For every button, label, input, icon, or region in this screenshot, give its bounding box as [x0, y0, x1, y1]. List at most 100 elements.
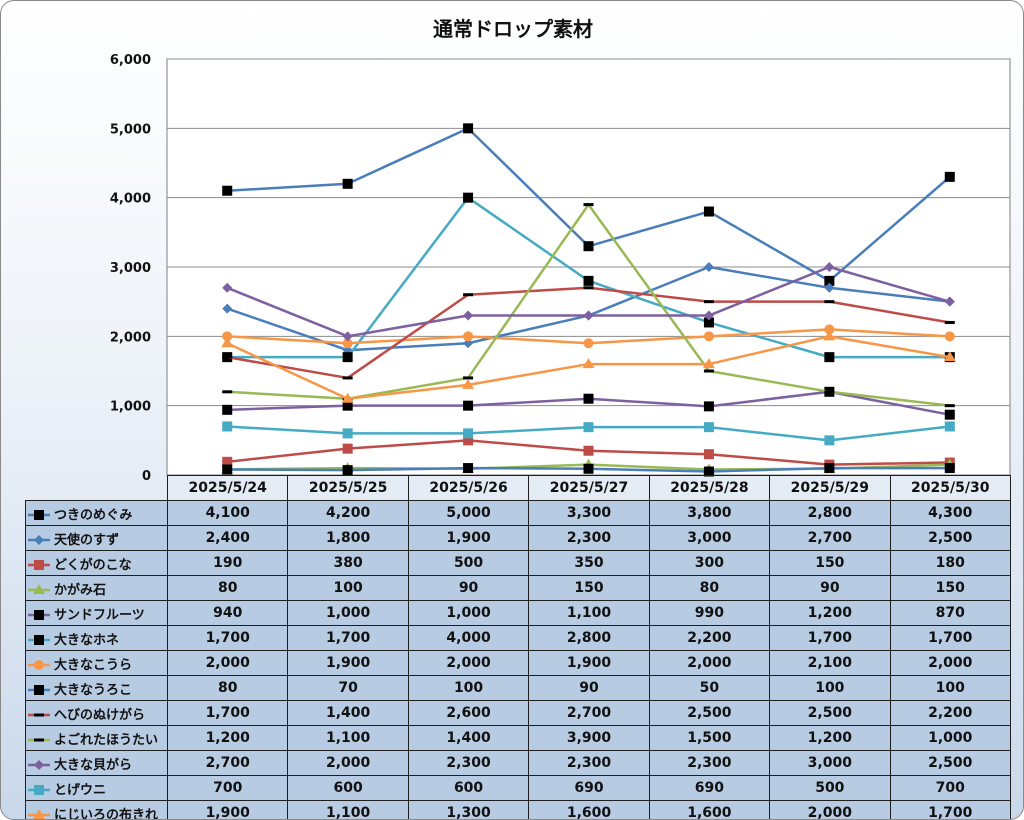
data-label: 90 — [407, 575, 530, 601]
table-row: 大きな貝がら 2,700 2,000 2,300 2,300 2,300 3,000 2,50… — [25, 750, 1011, 776]
data-point — [944, 404, 955, 408]
data-point — [34, 610, 44, 620]
data-label: 1,600 — [648, 800, 771, 819]
data-label: 1,400 — [407, 725, 530, 751]
data-label: 2,400 — [166, 525, 289, 551]
series-name: つきのめぐみ — [54, 507, 133, 523]
legend-key-icon — [28, 610, 50, 620]
data-point — [222, 421, 233, 432]
table-row: つきのめぐみ 4,100 4,200 5,000 3,300 3,800 2,800 4,30… — [25, 500, 1011, 526]
table-row: にじいろの布きれ 1,900 1,100 1,300 1,600 1,600 2,000 1,… — [25, 800, 1011, 819]
legend-key-icon — [28, 685, 50, 695]
data-label: 4,200 — [287, 500, 409, 526]
data-point — [703, 401, 714, 412]
data-point — [583, 203, 594, 207]
data-point — [34, 785, 44, 795]
data-label: 1,400 — [287, 700, 409, 726]
data-point — [34, 635, 44, 645]
data-label: 500 — [769, 775, 891, 801]
data-label: 2,800 — [528, 625, 650, 651]
data-point — [824, 275, 835, 286]
x-tick-label: 2025/5/27 — [528, 475, 650, 501]
data-point — [703, 317, 714, 328]
data-point — [342, 331, 353, 342]
data-label: 80 — [648, 575, 771, 601]
data-point — [944, 409, 955, 420]
series-name: かがみ石 — [54, 582, 107, 598]
data-point — [823, 330, 836, 341]
data-label: 1,700 — [769, 625, 891, 651]
data-point — [824, 352, 835, 363]
data-label: 4,000 — [407, 625, 530, 651]
data-point — [943, 351, 956, 362]
legend-key-icon — [28, 535, 50, 545]
table-row: 大きなうろこ 80 70 100 90 50 100 100 — [25, 675, 1011, 701]
data-point — [222, 282, 233, 293]
data-point — [463, 293, 474, 297]
data-point — [583, 463, 594, 474]
data-point — [463, 463, 474, 474]
data-label: 180 — [889, 550, 1011, 576]
data-label: 300 — [648, 550, 771, 576]
data-label: 150 — [528, 575, 650, 601]
legend-entry: よごれたほうたい — [25, 725, 168, 751]
data-point — [34, 713, 44, 717]
data-label: 100 — [889, 675, 1011, 701]
data-label: 2,600 — [407, 700, 530, 726]
table-row: かがみ石 80 100 90 150 80 90 150 — [25, 575, 1011, 601]
data-label: 1,300 — [407, 800, 530, 819]
data-label: 1,700 — [287, 625, 409, 651]
series-name: へびのぬけがら — [54, 707, 146, 723]
data-point — [824, 390, 835, 394]
legend-key-icon — [28, 510, 50, 520]
data-point — [583, 275, 594, 286]
data-point — [342, 465, 353, 476]
data-label: 380 — [287, 550, 409, 576]
legend-entry: かがみ石 — [25, 575, 168, 601]
data-label: 90 — [528, 675, 650, 701]
data-label: 50 — [648, 675, 771, 701]
data-label: 3,300 — [528, 500, 650, 526]
data-label: 2,500 — [889, 750, 1011, 776]
legend-key-icon — [28, 760, 50, 770]
x-tick-label: 2025/5/29 — [769, 475, 891, 501]
data-point — [222, 390, 233, 394]
legend-key-icon — [28, 713, 50, 717]
data-point — [34, 660, 44, 670]
data-label: 600 — [287, 775, 409, 801]
data-label: 700 — [166, 775, 289, 801]
series-name: 大きな貝がら — [54, 757, 133, 773]
data-label: 1,200 — [166, 725, 289, 751]
data-point — [463, 123, 474, 134]
legend-key-icon — [28, 584, 50, 594]
data-label: 1,700 — [889, 625, 1011, 651]
series-name: サンドフルーツ — [54, 607, 145, 623]
data-label: 600 — [407, 775, 530, 801]
data-point — [824, 262, 835, 272]
data-label: 2,100 — [769, 650, 891, 676]
x-tick-label: 2025/5/25 — [287, 475, 409, 501]
data-point — [703, 369, 714, 373]
data-label: 2,000 — [166, 650, 289, 676]
data-label: 2,500 — [889, 525, 1011, 551]
data-point — [462, 378, 475, 389]
data-label: 3,000 — [769, 750, 891, 776]
data-label: 4,300 — [889, 500, 1011, 526]
data-point — [944, 320, 955, 324]
data-label: 150 — [769, 550, 891, 576]
data-point — [703, 310, 714, 321]
data-label: 350 — [528, 550, 650, 576]
data-point — [342, 338, 353, 349]
data-label: 1,900 — [407, 525, 530, 551]
series-name: よごれたほうたい — [54, 732, 159, 748]
data-point — [463, 310, 474, 321]
series-name: 大きなホネ — [54, 632, 120, 648]
data-point — [222, 404, 233, 415]
data-point — [463, 428, 474, 439]
data-point — [703, 300, 714, 304]
data-label: 1,600 — [528, 800, 650, 819]
series-name: 天使のすず — [54, 532, 120, 548]
data-point — [341, 392, 354, 403]
data-label: 1,200 — [769, 725, 891, 751]
